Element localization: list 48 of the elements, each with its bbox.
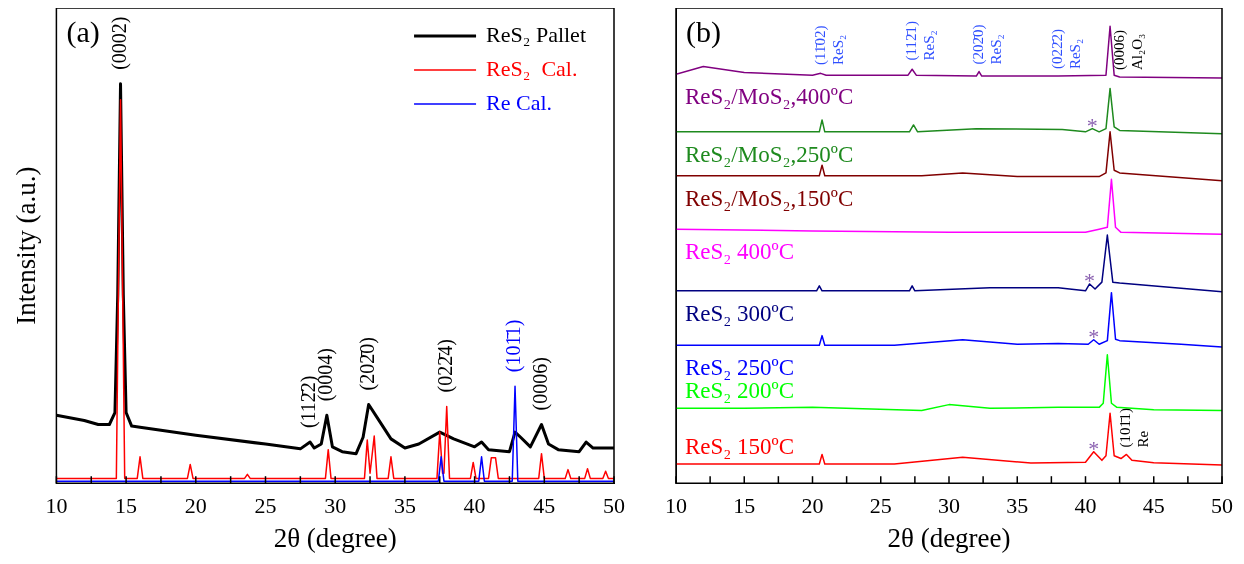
annotation: * — [1088, 323, 1100, 349]
x-tick-label: 40 — [463, 493, 486, 519]
legend-label: Re Cal. — [486, 89, 553, 115]
annotation: (0002) — [107, 16, 131, 70]
x-tick-label: 15 — [733, 493, 756, 519]
series-label: ReS₂ 250ºC — [685, 355, 795, 381]
series-label: ReS₂ 400ºC — [685, 239, 795, 265]
annotation: * — [1088, 435, 1100, 461]
x-tick-label: 35 — [393, 493, 416, 519]
x-tick-label: 30 — [324, 493, 347, 519]
annotation: * — [1086, 112, 1098, 138]
series-label: ReS₂ 300ºC — [685, 300, 795, 326]
annotation: (101̄1) Re — [1117, 407, 1152, 448]
x-tick-label: 10 — [45, 493, 68, 519]
x-tick-label: 30 — [938, 493, 960, 519]
annotation: (202̄0) — [355, 337, 379, 391]
x-tick-label: 35 — [1006, 493, 1029, 519]
x-tick-label: 15 — [115, 493, 138, 519]
x-tick-label: 50 — [1211, 493, 1233, 519]
x-tick-label: 10 — [665, 493, 687, 519]
y-axis-title: Intensity (a.u.) — [11, 166, 42, 325]
x-tick-label: 50 — [603, 493, 625, 519]
annotation: (0006) — [528, 357, 552, 411]
series-label: ReS₂ 150ºC — [685, 434, 795, 460]
annotation: (0006) Al₂O₃ — [1110, 30, 1145, 70]
x-tick-label: 45 — [1142, 493, 1165, 519]
series-label: ReS₂/MoS₂,400ºC — [685, 84, 854, 110]
x-axis-title: 2θ (degree) — [273, 522, 397, 553]
x-tick-label: 45 — [533, 493, 556, 519]
x-axis-title: 2θ (degree) — [887, 522, 1011, 553]
x-tick-label: 25 — [254, 493, 277, 519]
annotation: (112̄1) ReS₂ — [903, 20, 938, 61]
chart-title: (a) — [66, 15, 100, 49]
annotation: (11̄02) ReS₂ — [811, 25, 846, 65]
annotation: (022̄2) ReS₂ — [1049, 29, 1084, 70]
series-label: ReS₂/MoS₂,150ºC — [685, 185, 854, 211]
x-tick-label: 20 — [184, 493, 207, 519]
x-tick-label: 20 — [801, 493, 824, 519]
series-label: ReS₂/MoS₂,250ºC — [685, 141, 854, 167]
x-tick-label: 25 — [869, 493, 892, 519]
chart-title: (b) — [686, 15, 721, 49]
annotation: (202̄0) ReS₂ — [969, 24, 1004, 65]
annotation: * — [1084, 267, 1096, 293]
legend-label: ReS₂ Cal. — [486, 55, 578, 81]
legend-label: ReS₂ Pallet — [486, 21, 587, 47]
annotation: (101̄1) — [502, 319, 526, 373]
x-tick-label: 40 — [1074, 493, 1097, 519]
annotation: (022̄4) — [433, 339, 457, 393]
